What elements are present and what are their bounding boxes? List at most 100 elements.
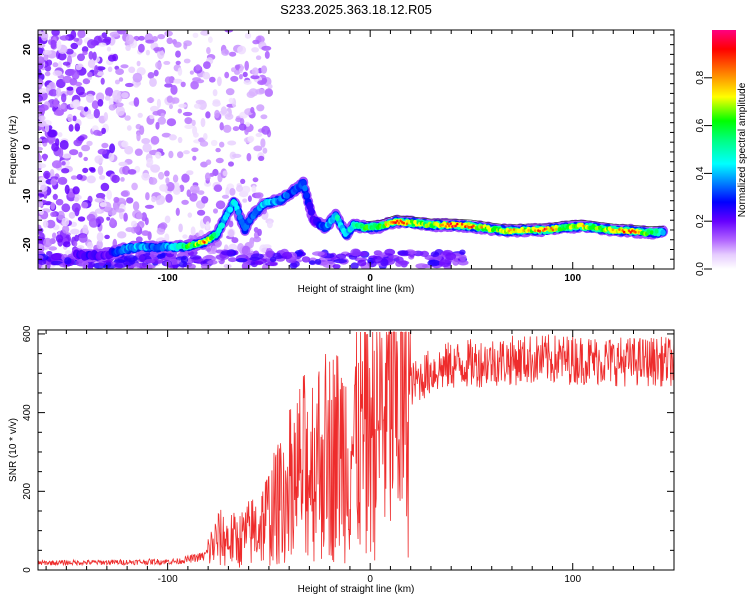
noise-mark xyxy=(146,157,154,167)
noise-mark xyxy=(229,188,236,196)
noise-mark xyxy=(193,132,199,138)
noise-mark xyxy=(180,81,186,88)
noise-mark xyxy=(254,192,264,199)
noise-mark xyxy=(153,69,159,77)
noise-mark xyxy=(250,106,255,114)
noise-mark xyxy=(147,72,155,79)
band-mark xyxy=(397,250,409,256)
noise-mark xyxy=(236,185,243,192)
noise-mark xyxy=(38,47,44,56)
noise-mark xyxy=(38,78,44,88)
noise-mark xyxy=(82,224,89,235)
noise-mark xyxy=(239,118,245,126)
noise-mark xyxy=(57,147,64,158)
colorbar-tick-label: 0.0 xyxy=(695,262,706,276)
band-mark xyxy=(265,261,278,267)
noise-mark xyxy=(106,46,111,52)
noise-mark xyxy=(115,68,124,75)
noise-mark xyxy=(81,144,91,152)
noise-mark xyxy=(211,245,217,255)
noise-mark xyxy=(183,150,190,155)
ridge-mark xyxy=(405,222,409,226)
noise-mark xyxy=(244,60,249,71)
noise-mark xyxy=(141,138,151,145)
noise-mark xyxy=(46,219,56,229)
band-mark xyxy=(384,248,396,256)
noise-mark xyxy=(51,30,60,37)
ridge-mark xyxy=(456,222,459,226)
noise-mark xyxy=(165,181,175,192)
noise-mark xyxy=(60,103,66,110)
noise-mark xyxy=(38,56,45,65)
ridge-mark xyxy=(384,223,388,227)
noise-mark xyxy=(109,217,115,225)
noise-mark xyxy=(68,211,76,219)
noise-mark xyxy=(149,114,155,120)
band-mark xyxy=(332,264,341,269)
noise-mark xyxy=(252,177,259,183)
noise-mark xyxy=(209,76,216,83)
noise-mark xyxy=(139,125,145,135)
band-mark xyxy=(51,253,62,261)
noise-mark xyxy=(205,221,210,230)
band-mark xyxy=(459,249,466,255)
noise-mark xyxy=(69,149,79,156)
noise-mark xyxy=(182,111,193,117)
band-mark xyxy=(406,250,417,255)
ridge-mark xyxy=(389,220,392,224)
noise-mark xyxy=(44,71,51,77)
snr-xlabel: Height of straight line (km) xyxy=(298,584,415,595)
band-mark xyxy=(457,259,469,266)
noise-mark xyxy=(153,47,163,52)
y-tick-label: 0 xyxy=(22,567,33,573)
noise-mark xyxy=(168,134,177,141)
noise-mark xyxy=(57,210,65,221)
noise-mark xyxy=(57,52,67,61)
noise-mark xyxy=(95,66,106,71)
noise-mark xyxy=(155,121,160,130)
noise-mark xyxy=(87,59,96,68)
ridge-mark xyxy=(480,226,483,229)
noise-mark xyxy=(59,140,69,150)
band-mark xyxy=(38,258,47,265)
noise-mark xyxy=(96,232,104,242)
noise-mark xyxy=(38,177,47,187)
noise-mark xyxy=(251,185,257,193)
noise-mark xyxy=(195,99,206,105)
noise-mark xyxy=(53,109,64,116)
x-tick-label: 100 xyxy=(564,273,581,284)
noise-mark xyxy=(72,186,80,195)
noise-mark xyxy=(191,147,199,153)
noise-mark xyxy=(134,148,143,156)
noise-mark xyxy=(113,196,120,203)
noise-mark xyxy=(121,140,129,148)
noise-mark xyxy=(61,217,70,227)
noise-mark xyxy=(53,98,59,108)
noise-mark xyxy=(92,51,97,61)
noise-mark xyxy=(38,142,42,147)
noise-mark xyxy=(187,212,193,218)
ridge-mark xyxy=(302,185,308,192)
noise-mark xyxy=(229,51,237,57)
noise-mark xyxy=(124,145,134,155)
noise-mark xyxy=(244,121,251,127)
noise-mark xyxy=(267,84,273,89)
ridge-mark xyxy=(551,228,555,232)
noise-mark xyxy=(157,116,166,125)
noise-mark xyxy=(212,89,218,97)
noise-mark xyxy=(144,204,155,209)
noise-mark xyxy=(50,178,57,186)
band-mark xyxy=(397,260,410,265)
noise-mark xyxy=(78,233,88,243)
noise-mark xyxy=(121,92,129,99)
noise-mark xyxy=(94,197,104,203)
noise-mark xyxy=(74,123,81,132)
noise-mark xyxy=(130,220,138,228)
noise-mark xyxy=(177,67,183,76)
noise-mark xyxy=(223,124,232,133)
band-mark xyxy=(357,259,367,267)
ridge-mark xyxy=(542,229,545,233)
spectrogram-xlabel: Height of straight line (km) xyxy=(298,284,415,295)
ridge-mark xyxy=(212,232,217,237)
noise-mark xyxy=(97,148,108,155)
